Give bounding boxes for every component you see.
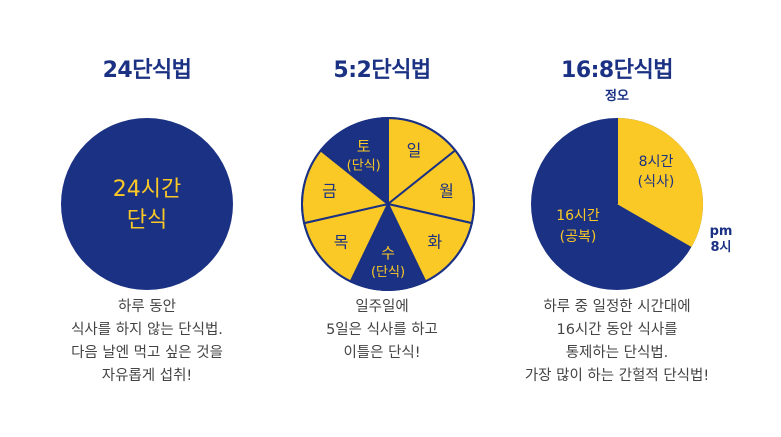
panel-description: 하루 동안 식사를 하지 않는 단식법. 다음 날엔 먹고 싶은 것을 자유롭게…: [27, 296, 267, 388]
day-label: 수: [381, 244, 395, 262]
pie-outline: [301, 117, 475, 291]
center-label-line-1: 24시간: [113, 177, 181, 202]
desc-line: 식사를 하지 않는 단식법.: [71, 322, 223, 338]
desc-line: 일주일에: [355, 299, 409, 315]
desc-line: 다음 날엔 먹고 싶은 것을: [71, 345, 223, 361]
panel-description: 일주일에 5일은 식사를 하고 이틀은 단식!: [262, 296, 502, 365]
fast-label: (단식): [347, 159, 381, 174]
desc-line: 하루 중 일정한 시간대에: [543, 299, 691, 315]
panel-24-fasting: 24단식법 24시간 단식 하루 동안 식사를 하지 않는 단식법. 다음 날엔…: [27, 0, 267, 437]
fasting-label-line-1: 16시간: [556, 208, 600, 224]
eating-label-line-1: 8시간: [639, 154, 674, 170]
desc-line: 16시간 동안 식사를: [556, 322, 678, 338]
panel-title: 16:8단식법: [561, 58, 673, 83]
full-day-circle: 24시간 단식: [61, 118, 233, 290]
desc-line: 가장 많이 하는 간헐적 단식법!: [524, 368, 710, 384]
pm-label: pm: [709, 224, 733, 239]
eating-label-line-2: (식사): [638, 174, 675, 190]
noon-label: 정오: [605, 89, 629, 104]
eight-oclock-label: 8시: [710, 240, 732, 255]
day-label: 금: [322, 182, 337, 201]
desc-line: 통제하는 단식법.: [565, 345, 669, 361]
pm-8-label: pm 8시: [702, 224, 740, 256]
day-label: 목: [334, 232, 349, 251]
day-clock-pie: 8시간 (식사) 16시간 (공복): [531, 118, 704, 290]
center-label-line-2: 단식: [127, 208, 167, 233]
eating-slice: [617, 118, 704, 247]
panel-description: 하루 중 일정한 시간대에 16시간 동안 식사를 통제하는 단식법. 가장 많…: [497, 296, 737, 388]
day-label: 일: [407, 141, 422, 160]
day-label: 토: [357, 138, 371, 156]
day-label: 화: [428, 232, 443, 251]
fasting-label-line-2: (공복): [560, 229, 597, 245]
panel-16-8-fasting: 16:8단식법 정오 8시간 (식사) 16시간 (공복) pm 8시 하루 중…: [497, 0, 737, 437]
desc-line: 5일은 식사를 하고: [326, 322, 438, 338]
day-label: 월: [439, 182, 454, 201]
full-fast-circle: [61, 118, 233, 290]
desc-line: 하루 동안: [118, 299, 176, 315]
desc-line: 이틀은 단식!: [343, 345, 421, 361]
desc-line: 자유롭게 섭취!: [101, 368, 193, 384]
panel-title: 24단식법: [102, 58, 192, 83]
panel-title: 5:2단식법: [333, 58, 431, 83]
fast-label: (단식): [371, 265, 405, 280]
